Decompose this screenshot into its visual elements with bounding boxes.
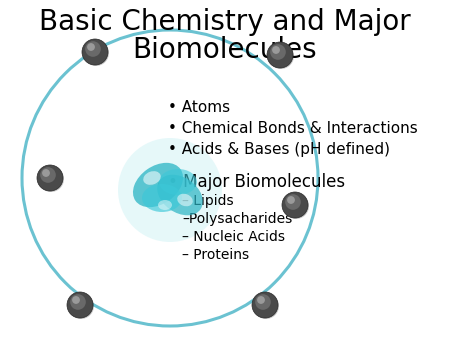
Circle shape bbox=[118, 138, 222, 242]
Text: • Chemical Bonds & Interactions: • Chemical Bonds & Interactions bbox=[168, 121, 418, 136]
Circle shape bbox=[72, 296, 80, 304]
Circle shape bbox=[252, 292, 278, 318]
Circle shape bbox=[67, 292, 93, 318]
Text: – Proteins: – Proteins bbox=[182, 248, 249, 262]
Circle shape bbox=[70, 294, 86, 310]
Text: • Acids & Bases (pH defined): • Acids & Bases (pH defined) bbox=[168, 142, 390, 157]
Circle shape bbox=[287, 196, 295, 204]
Circle shape bbox=[283, 193, 309, 219]
Ellipse shape bbox=[142, 184, 182, 212]
Circle shape bbox=[40, 167, 56, 183]
Ellipse shape bbox=[159, 169, 197, 195]
Text: – Lipids: – Lipids bbox=[182, 194, 234, 208]
Circle shape bbox=[87, 43, 95, 51]
Ellipse shape bbox=[143, 171, 161, 185]
Ellipse shape bbox=[133, 163, 183, 207]
Circle shape bbox=[257, 296, 265, 304]
Circle shape bbox=[282, 192, 308, 218]
Ellipse shape bbox=[177, 194, 193, 206]
Text: • Atoms: • Atoms bbox=[168, 100, 230, 115]
Circle shape bbox=[272, 46, 280, 54]
Circle shape bbox=[83, 40, 109, 66]
Circle shape bbox=[267, 42, 293, 68]
Circle shape bbox=[38, 166, 64, 192]
Circle shape bbox=[268, 43, 294, 69]
Ellipse shape bbox=[158, 200, 172, 210]
Circle shape bbox=[68, 293, 94, 319]
Circle shape bbox=[255, 294, 271, 310]
Text: • Major Biomolecules: • Major Biomolecules bbox=[168, 173, 345, 191]
Text: Basic Chemistry and Major: Basic Chemistry and Major bbox=[39, 8, 411, 36]
Circle shape bbox=[42, 169, 50, 177]
Circle shape bbox=[285, 194, 301, 210]
Text: –Polysacharides: –Polysacharides bbox=[182, 212, 292, 226]
Text: Biomolecules: Biomolecules bbox=[133, 36, 317, 64]
Circle shape bbox=[270, 44, 286, 60]
Circle shape bbox=[253, 293, 279, 319]
Ellipse shape bbox=[157, 175, 203, 215]
Circle shape bbox=[37, 165, 63, 191]
Text: – Nucleic Acids: – Nucleic Acids bbox=[182, 230, 285, 244]
Circle shape bbox=[82, 39, 108, 65]
Circle shape bbox=[85, 41, 101, 57]
